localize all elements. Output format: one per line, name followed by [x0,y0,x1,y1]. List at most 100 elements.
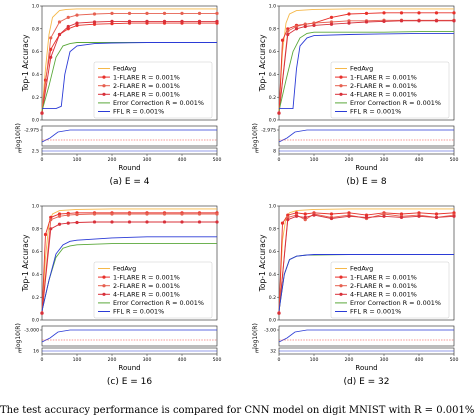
x-tick-label: 500 [450,157,459,163]
x-tick-label: 100 [310,157,319,163]
series-point-flare4 [312,23,316,27]
y-tick-label: 0.8 [269,226,276,232]
x-tick-label: 400 [178,357,187,363]
series-point-flare1 [452,211,456,215]
x-tick-label: 0 [41,357,44,363]
x-tick-label: 400 [415,157,424,163]
legend-marker-flare2 [102,284,106,288]
y-tick-label: 0.2 [32,95,39,101]
x-tick-label: 400 [415,357,424,363]
subfigure-caption: (b) E = 8 [346,177,387,187]
y-tick-label: 0.0 [32,318,39,324]
e-axis-label: E [18,348,22,355]
series-point-flare4 [215,19,219,23]
log-r-tick-label: -2.975 [24,128,39,134]
series-point-flare4 [286,218,290,222]
series-point-flare1 [110,22,114,26]
y-tick-label: 0.6 [32,249,39,255]
log-r-tick-label: -2.975 [261,128,276,134]
chart-panel: 0.0 0.2 0.4 0.6 0.8 1.0 Top-1 Accuracy FedAvg1-… [252,4,458,187]
y-tick-label: 0.0 [269,118,276,124]
series-point-flare4 [364,20,369,24]
y-tick-label: 0.0 [269,318,276,324]
legend-label-error_correction: Error Correction R = 0.001% [113,299,204,307]
series-point-flare1 [66,27,70,31]
series-point-flare4 [145,220,149,224]
series-point-flare1 [280,38,285,42]
series-line-ffl [41,236,217,311]
series-point-flare2 [215,11,219,16]
legend-label-flare1: 1-FLARE R = 0.001% [113,73,180,81]
y-axis-label: Top-1 Accuracy [258,34,267,92]
series-point-flare4 [127,220,132,224]
series-point-flare1 [286,213,290,217]
series-point-flare2 [57,20,62,24]
log-r-axis-label: log10(R) [15,323,22,349]
series-point-flare4 [110,19,114,23]
series-point-flare2 [75,13,79,17]
legend-marker-flare4 [102,292,106,296]
series-point-flare4 [434,215,439,219]
x-tick-label: 300 [143,357,152,363]
series-point-flare2 [162,212,167,216]
series-line-ffl [42,42,217,110]
x-tick-label: 300 [380,157,389,163]
series-point-flare2 [145,212,149,216]
legend-label-fedavg: FedAvg [113,265,136,273]
x-axis-label: Round [355,164,377,172]
series-point-flare2 [66,213,70,217]
x-tick-label: 100 [73,357,82,363]
series-point-flare1 [49,215,53,219]
log-r-line [278,129,454,143]
series-point-flare1 [347,211,351,215]
series-line-flare1 [41,22,217,114]
log-r-axis-label: log10(R) [15,123,22,149]
series-point-flare2 [145,11,149,16]
series-point-flare4 [145,19,149,23]
series-point-flare4 [399,215,404,219]
series-point-flare4 [40,111,44,115]
legend-label-fedavg: FedAvg [350,265,373,273]
series-point-flare1 [434,11,439,15]
x-tick-label: 0 [278,157,281,163]
series-point-flare1 [399,11,404,15]
series-point-flare1 [280,221,285,225]
series-line-ffl [278,254,454,311]
legend-label-flare1: 1-FLARE R = 0.001% [350,273,417,281]
series-point-flare4 [329,22,334,26]
series-point-flare1 [329,212,334,216]
series-point-flare4 [75,21,79,25]
series-point-flare1 [92,22,97,26]
series-point-flare4 [66,221,70,225]
series-line-fedavg [278,208,454,311]
series-point-flare2 [294,24,299,29]
series-point-flare2 [286,29,290,33]
log-r-panel [278,125,455,147]
x-tick-label: 500 [213,157,222,163]
legend-marker-flare2 [339,84,343,88]
x-tick-label: 200 [345,357,354,363]
x-axis-label: Round [118,364,140,372]
legend-label-error_correction: Error Correction R = 0.001% [113,99,204,107]
y-tick-label: 0.0 [32,118,39,124]
legend-marker-flare4 [339,92,343,96]
series-point-flare4 [127,19,132,23]
series-point-flare4 [303,215,307,219]
series-point-flare4 [417,214,421,218]
series-point-flare2 [127,212,132,216]
log-r-axis-label: log10(R) [252,323,259,349]
chart-panel: 0.0 0.2 0.4 0.6 0.8 1.0 Top-1 Accuracy FedAvg1-… [15,4,221,187]
series-point-flare1 [417,11,421,15]
series-point-flare1 [329,15,334,19]
legend-label-flare2: 2-FLARE R = 0.001% [113,82,180,90]
series-point-flare1 [286,27,290,31]
legend-label-flare1: 1-FLARE R = 0.001% [113,273,180,281]
x-tick-label: 400 [178,157,187,163]
y-axis-label: Top-1 Accuracy [21,34,30,92]
legend-marker-flare2 [102,84,106,88]
series-point-flare4 [57,32,62,37]
series-point-flare2 [197,11,202,16]
y-tick-label: 0.4 [32,72,39,78]
log-r-panel [41,325,218,347]
